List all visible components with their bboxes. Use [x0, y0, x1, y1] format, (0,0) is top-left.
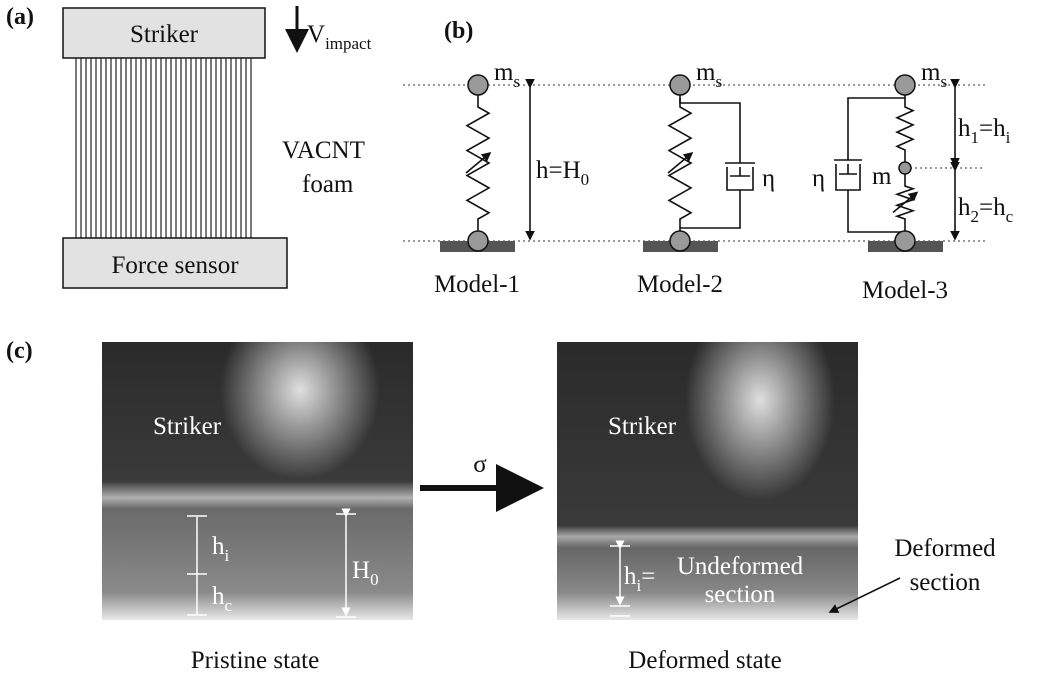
section-label: Undeformed	[677, 553, 804, 580]
text-part: V	[307, 21, 325, 48]
subscript: s	[715, 72, 722, 91]
text-part: h	[212, 533, 225, 560]
height-label: h2=hc	[958, 194, 1014, 226]
panel-label: (c)	[6, 338, 33, 364]
node	[895, 231, 915, 251]
sensor-label: Force sensor	[111, 252, 239, 279]
text-part: h	[624, 563, 637, 590]
damper-label: η	[762, 165, 775, 192]
subscript: 2	[971, 207, 980, 226]
material-label: VACNT	[282, 137, 365, 164]
section-label: Deformed	[894, 535, 996, 562]
springs	[466, 95, 917, 231]
mass	[895, 75, 915, 95]
striker-label: Striker	[608, 413, 677, 440]
photo-highlight	[220, 300, 380, 480]
caption: Deformed state	[628, 647, 781, 674]
subscript: s	[940, 72, 947, 91]
node	[468, 231, 488, 251]
striker-label: Striker	[130, 21, 199, 48]
spring	[897, 95, 913, 162]
damper-label: η	[812, 165, 825, 192]
subscript: i	[225, 546, 230, 565]
text-part: h	[212, 583, 225, 610]
height-label: h=H0	[536, 157, 589, 189]
middle-mass	[899, 162, 911, 174]
subscript: 0	[370, 570, 379, 589]
striker-label: Striker	[153, 413, 222, 440]
subscript: 1	[971, 128, 980, 147]
subscript: c	[225, 596, 233, 615]
subscript: c	[1006, 207, 1014, 226]
damper	[834, 160, 862, 190]
section-label: section	[910, 569, 981, 596]
text-part: =h	[979, 115, 1006, 142]
stress-label: σ	[473, 451, 487, 478]
subscript: 0	[581, 170, 590, 189]
text-part: h	[958, 115, 971, 142]
mass	[670, 75, 690, 95]
subscript: impact	[325, 34, 372, 53]
text-part: h=H	[536, 157, 581, 184]
middle-mass-label: m	[872, 163, 892, 190]
section-label: section	[705, 581, 776, 608]
model-label: Model-1	[434, 271, 520, 298]
text-part: m	[696, 59, 716, 86]
mass-label: ms	[494, 59, 520, 91]
caption: Pristine state	[191, 647, 319, 674]
subscript: i	[1006, 128, 1011, 147]
figure: (a) Striker Force sensor Vimpact VACNT f…	[0, 0, 1037, 676]
text-part: h	[958, 194, 971, 221]
text-part: m	[494, 59, 514, 86]
mass-label: ms	[696, 59, 722, 91]
mass	[468, 75, 488, 95]
text-part: H	[352, 557, 370, 584]
text-part: m	[921, 59, 941, 86]
subscript: s	[513, 72, 520, 91]
panel-label: (a)	[6, 4, 34, 30]
photo-highlight	[685, 300, 835, 500]
text-part: =h	[979, 194, 1006, 221]
height-label: h1=hi	[958, 115, 1011, 147]
spring-arrow	[893, 193, 917, 213]
text-part: =	[641, 563, 655, 590]
model-label: Model-2	[637, 271, 723, 298]
foam-lines	[76, 58, 251, 238]
material-label: foam	[302, 171, 354, 198]
panel-label: (b)	[444, 18, 473, 44]
node	[670, 231, 690, 251]
model-label: Model-3	[862, 277, 948, 304]
mass-label: ms	[921, 59, 947, 91]
damper	[725, 163, 755, 190]
velocity-label: Vimpact	[307, 21, 372, 53]
